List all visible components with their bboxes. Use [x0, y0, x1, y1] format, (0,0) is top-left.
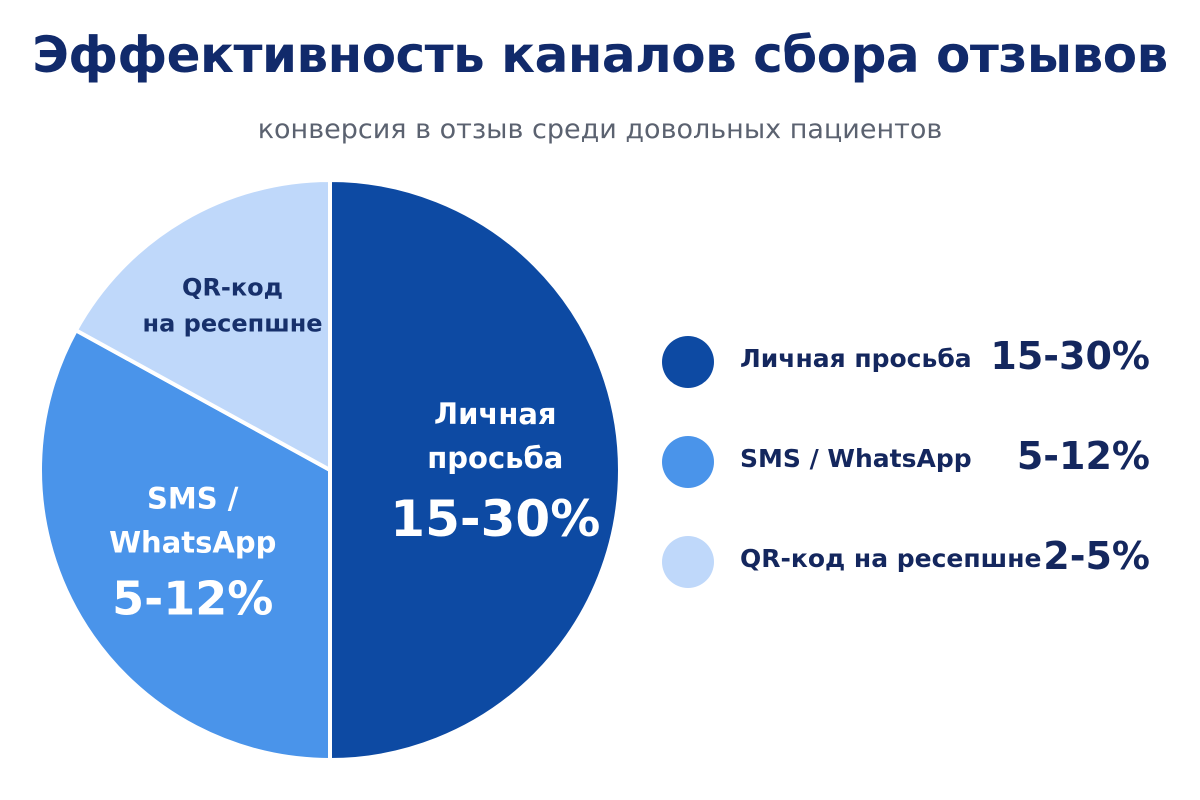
- legend-swatch-qr-code: [662, 536, 714, 588]
- chart-title: Эффективность каналов сбора отзывов: [32, 26, 1168, 84]
- legend-item-personal-request: Личная просьба 15-30%: [660, 330, 1180, 390]
- chart-subtitle: конверсия в отзыв среди довольных пациен…: [257, 114, 943, 145]
- slice-value-personal-request: 15-30%: [390, 490, 600, 548]
- slice-label-qr-code-line-2: на ресепшне: [143, 310, 323, 338]
- slice-label-qr-code-line-1: QR-код: [182, 274, 283, 302]
- slice-label-sms-whatsapp-line-2: WhatsApp: [109, 525, 276, 559]
- slice-label-personal-request-line-2: просьба: [427, 441, 563, 475]
- legend-value-qr-code: 2-5%: [1043, 534, 1150, 578]
- legend-item-sms-whatsapp: SMS / WhatsApp 5-12%: [660, 430, 1180, 490]
- pie-slice-sms-whatsapp: [38, 328, 332, 762]
- legend-item-qr-code: QR-код на ресепшне 2-5%: [660, 530, 1180, 590]
- legend-label-personal-request: Личная просьба: [740, 344, 972, 373]
- slice-label-personal-request-line-1: Личная: [434, 397, 557, 431]
- legend-value-sms-whatsapp: 5-12%: [1016, 434, 1150, 478]
- legend-swatch-sms-whatsapp: [662, 436, 714, 488]
- slice-value-sms-whatsapp: 5-12%: [112, 571, 273, 625]
- pie-slice-personal-request: [328, 178, 622, 762]
- legend-value-personal-request: 15-30%: [990, 334, 1150, 378]
- legend-label-qr-code: QR-код на ресепшне: [740, 544, 1042, 573]
- legend-swatch-personal-request: [662, 336, 714, 388]
- legend-label-sms-whatsapp: SMS / WhatsApp: [740, 444, 972, 473]
- pie-slice-qr-code: [73, 178, 332, 472]
- slice-label-sms-whatsapp-line-1: SMS /: [147, 481, 239, 515]
